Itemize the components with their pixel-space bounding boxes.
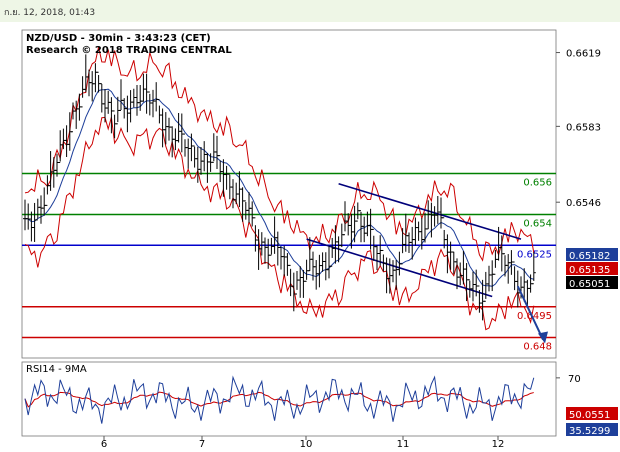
timestamp: ก.ย. 12, 2018, 01:43 [4,8,96,18]
level-label: 0.648 [523,342,552,353]
price-axis: 0.6619 0.6583 0.6546 [556,49,601,209]
price-tag-box [566,262,618,275]
level-label: 0.6495 [517,311,552,322]
rsi-tag-label: 50.0551 [569,410,610,421]
forecast-arrow-head [538,331,548,344]
rsi-tick-label: 70 [568,374,581,385]
header-bar: ก.ย. 12, 2018, 01:43 [0,0,620,22]
price-tag-label: 0.65182 [569,251,610,262]
bollinger-bands [24,46,535,331]
forecast-arrow [516,285,548,344]
rsi-indicator: 70 50.0551 35.5299 [24,374,618,437]
main-panel-border [21,29,557,359]
price-tag-box [566,248,618,261]
rsi-line [24,375,535,424]
rsi-panel-border [21,361,557,437]
moving-average-line [24,88,534,287]
y-tick-label: 0.6546 [566,198,601,209]
level-label: 0.656 [523,178,552,189]
rsi-tag-label: 35.5299 [569,426,610,437]
price-chart: 0.656 0.654 0.6525 0.6495 0.648 0.6619 0.6583… [21,29,618,450]
y-tick-label: 0.6583 [566,122,601,133]
price-tags: 0.65182 0.65135 0.65051 [566,248,618,290]
chart-subtitle: Research © 2018 TRADING CENTRAL [26,45,232,56]
price-tag-label: 0.65135 [569,265,610,276]
chart-frame: 0.656 0.654 0.6525 0.6495 0.648 0.6619 0.6583… [0,22,620,450]
support-resistance-levels: 0.656 0.654 0.6525 0.6495 0.648 [22,172,556,353]
x-tick-label: 10 [300,439,313,448]
chart-title: NZD/USD - 30min - 3:43:23 (CET) [26,33,211,44]
rsi-tag-box [566,407,618,420]
level-label: 0.654 [523,219,552,230]
rsi-ma-line [24,391,534,408]
price-bars [23,54,536,321]
rsi-title: RSI14 - 9MA [26,364,87,375]
price-tag-box [566,276,618,289]
forecast-arrow-shaft [516,285,544,340]
level-label: 0.6525 [517,249,552,260]
lower-band-line [24,116,535,331]
x-tick-label: 11 [397,439,410,448]
price-tag-label: 0.65051 [569,279,610,290]
time-axis: 6 7 10 11 12 [101,436,505,450]
y-tick-label: 0.6619 [566,49,601,60]
x-tick-label: 7 [199,439,205,448]
x-tick-label: 12 [492,439,505,448]
rsi-tag-box [566,423,618,436]
x-tick-label: 6 [101,439,107,448]
channel-upper-line [338,182,522,240]
upper-band-line [24,46,535,262]
ma-line [24,88,534,287]
